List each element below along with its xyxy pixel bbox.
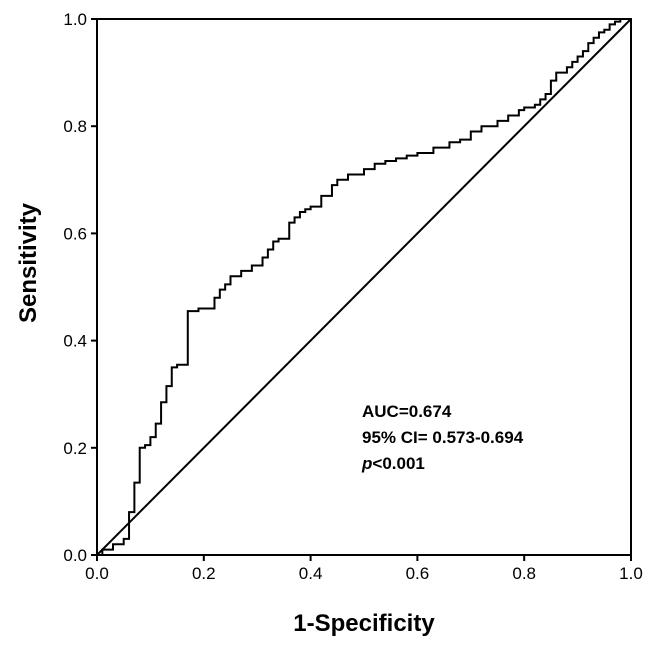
y-tick-label: 1.0: [63, 10, 87, 29]
y-axis-title: Sensitivity: [15, 202, 42, 323]
y-axis-ticks: 0.0 0.2 0.4 0.6 0.8 1.0: [63, 10, 97, 565]
y-tick-label: 0.8: [63, 117, 87, 136]
y-tick-label: 0.6: [63, 224, 87, 243]
p-value-text: <0.001: [372, 454, 424, 473]
auc-annotation: AUC=0.674: [362, 402, 452, 421]
plot-area-frame: [96, 18, 632, 556]
x-tick-label: 0.0: [85, 564, 109, 583]
x-tick-label: 1.0: [619, 564, 643, 583]
roc-curve-line: [97, 18, 631, 556]
y-tick-label: 0.2: [63, 439, 87, 458]
p-symbol: p: [361, 454, 372, 473]
ci-annotation: 95% CI= 0.573-0.694: [362, 428, 524, 447]
y-tick-label: 0.4: [63, 332, 87, 351]
reference-diagonal-line: [96, 18, 632, 556]
x-axis-title: 1-Specificity: [293, 610, 435, 637]
x-tick-label: 0.6: [406, 564, 430, 583]
y-tick-label: 0.0: [63, 546, 87, 565]
p-value-annotation: p<0.001: [361, 454, 425, 473]
x-axis-ticks: 0.0 0.2 0.4 0.6 0.8 1.0: [85, 555, 643, 583]
x-tick-label: 0.2: [192, 564, 216, 583]
series-layer: [97, 18, 631, 556]
x-tick-label: 0.8: [512, 564, 536, 583]
x-tick-label: 0.4: [299, 564, 323, 583]
